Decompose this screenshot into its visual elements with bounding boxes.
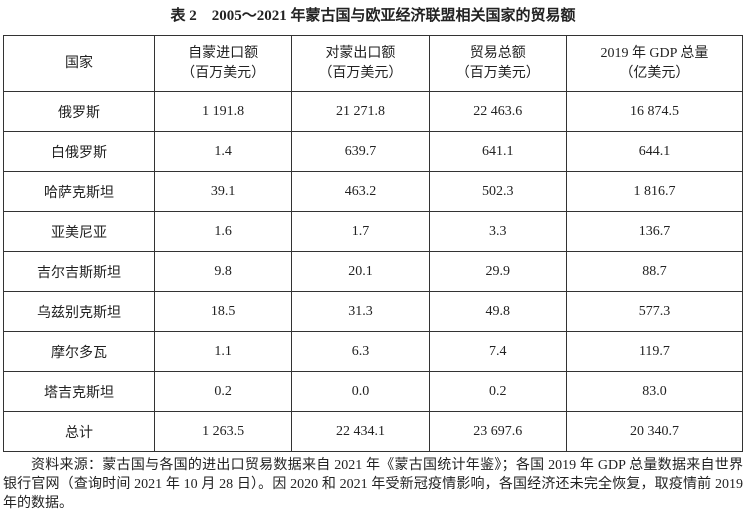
source-note: 资料来源：蒙古国与各国的进出口贸易数据来自 2021 年《蒙古国统计年鉴》；各国… (3, 458, 743, 511)
header-row: 国家 自蒙进口额 （百万美元） 对蒙出口额 （百万美元） 贸易总额 （百万美元） 2019 年… (3, 35, 744, 92)
value-cell: 6.3 (291, 331, 430, 372)
value-cell: 0.0 (291, 371, 430, 412)
header-unit: （百万美元） (181, 65, 266, 81)
header-cell: 自蒙进口额 （百万美元） (153, 35, 293, 92)
value-cell: 1.6 (153, 211, 293, 252)
country-cell: 乌兹别克斯坦 (3, 291, 155, 332)
value-cell: 639.7 (291, 131, 430, 172)
value-cell: 49.8 (428, 291, 567, 332)
value-cell: 9.8 (153, 251, 293, 292)
value-cell: 20.1 (291, 251, 430, 292)
table-row: 俄罗斯 1 191.8 21 271.8 22 463.6 16 874.5 (3, 91, 744, 132)
country-cell: 塔吉克斯坦 (3, 371, 155, 412)
value-cell: 1 191.8 (153, 91, 293, 132)
value-cell: 1.7 (291, 211, 430, 252)
value-cell: 641.1 (428, 131, 567, 172)
value-cell: 0.2 (153, 371, 293, 412)
value-cell: 1 816.7 (565, 171, 744, 212)
country-cell: 俄罗斯 (3, 91, 155, 132)
country-cell: 哈萨克斯坦 (3, 171, 155, 212)
table-title: 表 2 2005～2021 年蒙古国与欧亚经济联盟相关国家的贸易额 (170, 8, 576, 24)
header-label: 自蒙进口额 (188, 45, 259, 61)
value-cell: 20 340.7 (565, 411, 744, 452)
value-cell: 18.5 (153, 291, 293, 332)
value-cell: 31.3 (291, 291, 430, 332)
header-label: 国家 (65, 55, 93, 71)
value-cell: 22 434.1 (291, 411, 430, 452)
header-unit: （亿美元） (619, 65, 690, 81)
value-cell: 136.7 (565, 211, 744, 252)
value-cell: 7.4 (428, 331, 567, 372)
value-cell: 83.0 (565, 371, 744, 412)
value-cell: 1.1 (153, 331, 293, 372)
value-cell: 1 263.5 (153, 411, 293, 452)
value-cell: 463.2 (291, 171, 430, 212)
country-cell: 总计 (3, 411, 155, 452)
value-cell: 3.3 (428, 211, 567, 252)
header-label: 对蒙出口额 (325, 45, 396, 61)
value-cell: 577.3 (565, 291, 744, 332)
value-cell: 1.4 (153, 131, 293, 172)
country-cell: 吉尔吉斯斯坦 (3, 251, 155, 292)
country-cell: 白俄罗斯 (3, 131, 155, 172)
table-row: 亚美尼亚 1.6 1.7 3.3 136.7 (3, 211, 744, 252)
table-row: 哈萨克斯坦 39.1 463.2 502.3 1 816.7 (3, 171, 744, 212)
table-row: 总计 1 263.5 22 434.1 23 697.6 20 340.7 (3, 411, 744, 452)
table-row: 塔吉克斯坦 0.2 0.0 0.2 83.0 (3, 371, 744, 412)
table: 国家 自蒙进口额 （百万美元） 对蒙出口额 （百万美元） 贸易总额 （百万美元） 2019 年… (3, 35, 744, 452)
header-cell: 贸易总额 （百万美元） (428, 35, 567, 92)
header-cell: 对蒙出口额 （百万美元） (291, 35, 430, 92)
header-unit: （百万美元） (318, 65, 403, 81)
table-row: 摩尔多瓦 1.1 6.3 7.4 119.7 (3, 331, 744, 372)
value-cell: 644.1 (565, 131, 744, 172)
header-label: 贸易总额 (469, 45, 526, 61)
header-cell: 国家 (3, 35, 155, 92)
value-cell: 119.7 (565, 331, 744, 372)
table-row: 白俄罗斯 1.4 639.7 641.1 644.1 (3, 131, 744, 172)
value-cell: 16 874.5 (565, 91, 744, 132)
value-cell: 29.9 (428, 251, 567, 292)
country-cell: 摩尔多瓦 (3, 331, 155, 372)
value-cell: 22 463.6 (428, 91, 567, 132)
value-cell: 0.2 (428, 371, 567, 412)
country-cell: 亚美尼亚 (3, 211, 155, 252)
value-cell: 23 697.6 (428, 411, 567, 452)
header-unit: （百万美元） (455, 65, 540, 81)
header-label: 2019 年 GDP 总量 (600, 45, 709, 61)
value-cell: 502.3 (428, 171, 567, 212)
value-cell: 88.7 (565, 251, 744, 292)
table-row: 吉尔吉斯斯坦 9.8 20.1 29.9 88.7 (3, 251, 744, 292)
value-cell: 21 271.8 (291, 91, 430, 132)
table-row: 乌兹别克斯坦 18.5 31.3 49.8 577.3 (3, 291, 744, 332)
value-cell: 39.1 (153, 171, 293, 212)
header-cell: 2019 年 GDP 总量 （亿美元） (565, 35, 744, 92)
